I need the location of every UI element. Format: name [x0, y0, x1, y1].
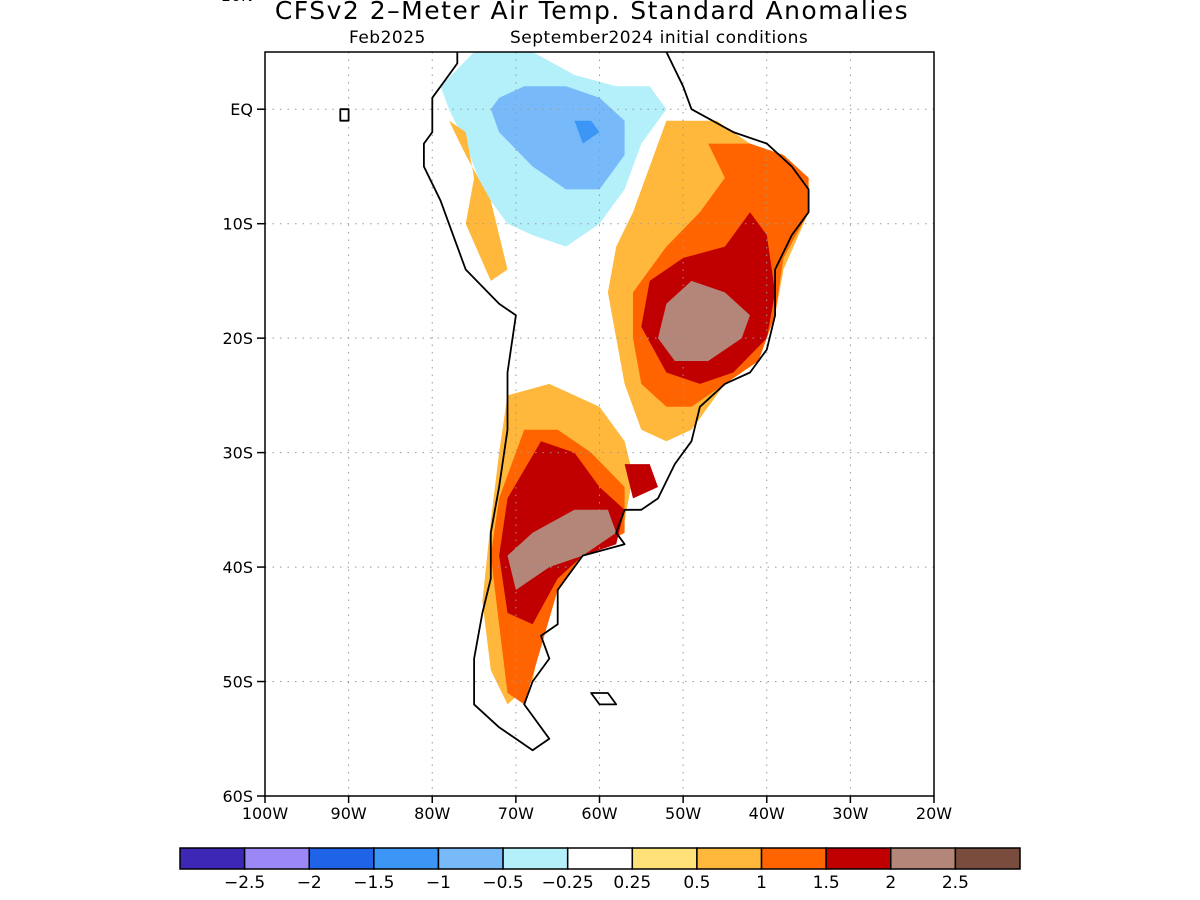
coastlines — [339, 0, 810, 752]
coastline-0 — [422, 52, 810, 752]
colorbar-label: −0.25 — [542, 873, 594, 893]
colorbar-swatch — [308, 847, 375, 870]
lat-tick-label: 30S — [222, 444, 253, 463]
colorbar-swatch — [566, 847, 634, 870]
colorbar-label: −1 — [426, 873, 451, 893]
colorbar-swatch — [437, 847, 504, 870]
lon-tick-label: 20W — [916, 804, 952, 823]
colorbar-label: 1 — [756, 873, 767, 893]
colorbar-label: −0.5 — [482, 873, 523, 893]
colorbar-label: −2.5 — [224, 873, 265, 893]
lon-tick-label: 80W — [414, 804, 450, 823]
colorbar-swatch — [631, 847, 698, 870]
colorbar-swatch — [696, 847, 763, 870]
colorbar-label: −1.5 — [353, 873, 394, 893]
colorbar-label: −2 — [297, 873, 322, 893]
colorbar: −2.5 −2 −1.5 −1 −0.5 −0.25 0.25 0.5 1 1.5 2 2.5 — [179, 847, 1021, 893]
valid-month-label: Feb2025 — [349, 28, 426, 48]
anomaly-region-4 — [516, 0, 583, 41]
anomaly-region-5 — [449, 120, 508, 281]
colorbar-label: 2 — [885, 873, 896, 893]
colorbar-swatch — [373, 847, 440, 870]
colorbar-label: 2.5 — [942, 873, 969, 893]
colorbar-label: 1.5 — [813, 873, 840, 893]
anomaly-region-1 — [490, 86, 625, 190]
lon-tick-label: 60W — [581, 804, 617, 823]
coastline-3 — [339, 108, 350, 122]
anomaly-region-9 — [658, 280, 750, 361]
lat-tick-label: 10S — [222, 215, 253, 234]
anomaly-region-2 — [474, 0, 499, 29]
anomaly-fills — [440, 0, 809, 705]
lat-tick-label: 20S — [222, 329, 253, 348]
anomaly-region-3 — [574, 120, 600, 144]
colorbar-swatch — [890, 847, 957, 870]
lat-tick-label: 50S — [222, 673, 253, 692]
lon-tick-label: 30W — [832, 804, 868, 823]
colorbar-swatch — [179, 847, 246, 870]
initial-conditions-label: September2024 initial conditions — [510, 28, 809, 48]
colorbar-label: 0.25 — [613, 873, 651, 893]
lon-tick-label: 40W — [749, 804, 785, 823]
anomaly-region-14 — [624, 464, 658, 499]
longitude-axis: 100W 90W 80W 70W 60W 50W 40W 30W 20W — [242, 796, 952, 823]
map-title: CFSv2 2–Meter Air Temp. Standard Anomali… — [274, 0, 910, 25]
colorbar-label: 0.5 — [683, 873, 710, 893]
colorbar-swatch — [243, 847, 310, 870]
colorbar-swatch — [954, 847, 1021, 870]
colorbar-swatch — [502, 847, 569, 870]
coastline-2 — [590, 692, 618, 706]
anomaly-region-13 — [507, 509, 617, 590]
coastline-1 — [349, 0, 433, 29]
lat-tick-label: 40S — [222, 558, 253, 577]
lon-tick-label: 100W — [242, 804, 289, 823]
colorbar-swatch — [825, 847, 892, 870]
colorbar-swatch — [760, 847, 827, 870]
lat-tick-label: 60S — [222, 787, 253, 806]
lat-tick-label: 10N — [221, 0, 253, 5]
lon-tick-label: 50W — [665, 804, 701, 823]
lat-tick-label: EQ — [230, 100, 253, 119]
lon-tick-label: 90W — [331, 804, 367, 823]
lon-tick-label: 70W — [498, 804, 534, 823]
latitude-axis: 10N EQ 10S 20S 30S 40S 50S 60S — [221, 0, 265, 806]
